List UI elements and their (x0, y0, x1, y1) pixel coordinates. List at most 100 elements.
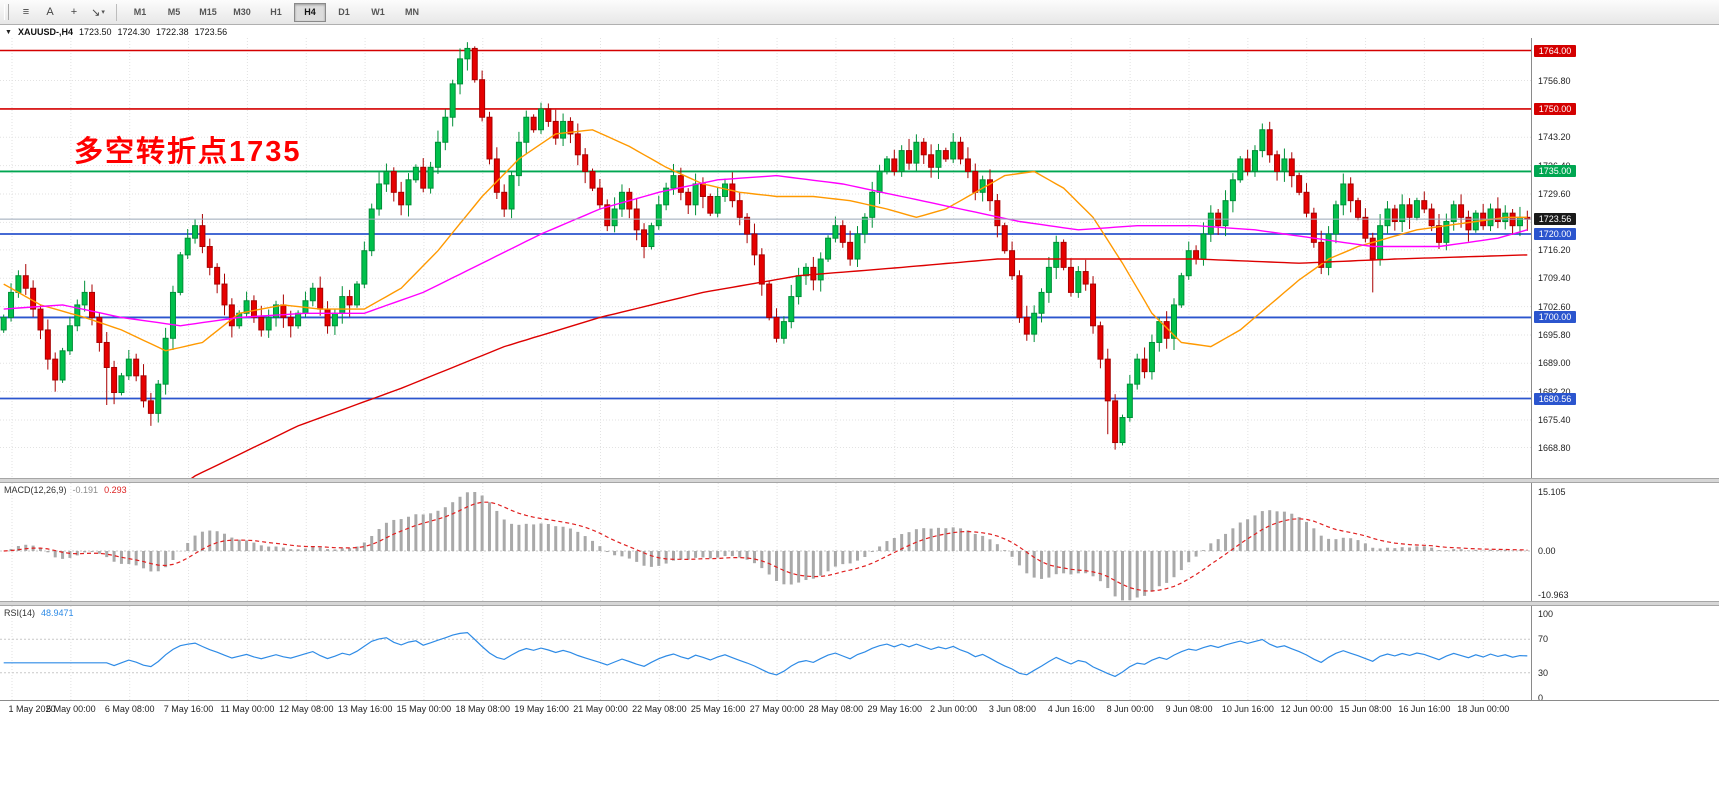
time-axis-label: 6 May 08:00 (104, 704, 155, 714)
time-axis-label: 9 Jun 08:00 (1165, 704, 1213, 714)
time-axis-label: 16 Jun 16:00 (1398, 704, 1451, 714)
ma-mid-magenta (3, 174, 1528, 327)
macd-scale-max: 15.105 (1538, 487, 1566, 497)
rsi-scale-0: 0 (1538, 693, 1544, 703)
time-axis-label: 15 Jun 08:00 (1339, 704, 1392, 714)
rsi-scale-100: 100 (1538, 609, 1554, 619)
timeframe-d1-button[interactable]: D1 (338, 7, 350, 17)
text-tool-icon[interactable]: A (38, 2, 62, 23)
macd-signal-value: 0.293 (104, 485, 127, 495)
horizontal-levels-layer (0, 49, 1531, 400)
macd-scale-min: -10.963 (1538, 590, 1569, 600)
time-axis-label: 25 May 16:00 (690, 704, 746, 714)
timeframe-w1-button[interactable]: W1 (371, 7, 385, 17)
time-axis-label: 12 Jun 00:00 (1280, 704, 1333, 714)
crosshair-icon-glyph: + (70, 6, 78, 18)
timeframe-m15-button[interactable]: M15 (199, 7, 217, 17)
toolbar-grip[interactable] (4, 4, 9, 20)
text-tool-icon-glyph: A (46, 6, 54, 18)
panel-divider-rsi[interactable] (0, 601, 1719, 606)
macd-label: MACD(12,26,9) (4, 485, 67, 495)
macd-histogram (9, 492, 1529, 601)
time-axis[interactable]: 1 May 2020 5 May 00:00 6 May 08:00 7 May 16… (0, 700, 1719, 719)
ohlc-low: 1722.38 (156, 27, 189, 37)
bars-icon-glyph: ≡ (22, 6, 30, 18)
price-level-badge: 1700.00 (1534, 311, 1576, 324)
time-axis-label: 18 May 08:00 (455, 704, 511, 714)
macd-signal-line (3, 501, 1528, 592)
price-tick-label: 1689.00 (1538, 358, 1571, 369)
candles-layer (0, 42, 1531, 450)
timeframe-h4-button[interactable]: H4 (294, 2, 326, 22)
time-axis-label: 15 May 00:00 (396, 704, 452, 714)
price-level-badge: 1750.00 (1534, 102, 1576, 115)
toolbar-separator (116, 3, 117, 21)
price-scale[interactable]: 1756.801743.201736.401729.601722.801716.… (1531, 26, 1719, 718)
price-level-badge: 1720.00 (1534, 228, 1576, 241)
rsi-label: RSI(14) (4, 608, 36, 618)
time-axis-label: 10 Jun 16:00 (1221, 704, 1274, 714)
time-axis-label: 28 May 08:00 (808, 704, 864, 714)
timeframe-m30-button[interactable]: M30 (233, 7, 251, 17)
time-axis-label: 22 May 08:00 (632, 704, 687, 714)
panel-divider-macd[interactable] (0, 478, 1719, 483)
toolbar: ≡ A + ↘ ▾ M1 M5 M15 M30 H1 H4 D1 W1 MN (0, 0, 1719, 25)
chart-annotation-text[interactable]: 多空转折点1735 (74, 136, 302, 168)
time-axis-label: 18 Jun 00:00 (1457, 704, 1510, 714)
chevron-down-icon: ▾ (101, 9, 105, 16)
chart-title-bar: ▼ XAUUSD-,H4 1723.50 1724.30 1722.38 172… (0, 26, 1536, 38)
price-tick-label: 1716.20 (1538, 244, 1571, 255)
bid-price-badge: 1723.56 (1534, 213, 1576, 226)
time-axis-label: 29 May 16:00 (867, 704, 923, 714)
macd-header: MACD(12,26,9) -0.191 0.293 (4, 485, 127, 495)
line-studies-icon[interactable]: ↘ ▾ (86, 2, 110, 23)
time-axis-label: 13 May 16:00 (337, 704, 393, 714)
bars-icon[interactable]: ≡ (14, 2, 38, 23)
price-level-badge: 1764.00 (1534, 44, 1576, 57)
rsi-header: RSI(14) 48.9471 (4, 608, 74, 618)
ma-slow-red (190, 254, 1528, 478)
timeframe-m5-button[interactable]: M5 (167, 7, 181, 17)
line-studies-icon-glyph: ↘ (91, 6, 101, 19)
price-tick-label: 1729.60 (1538, 188, 1571, 199)
crosshair-icon[interactable]: + (62, 2, 86, 23)
price-tick-label: 1675.40 (1538, 415, 1571, 426)
timeframe-mn-button[interactable]: MN (405, 7, 419, 17)
rsi-scale-30: 30 (1538, 667, 1549, 678)
time-axis-label: 8 Jun 00:00 (1106, 704, 1154, 714)
ma-fast-orange (3, 129, 1528, 352)
price-tick-label: 1702.60 (1538, 301, 1571, 312)
ohlc-high: 1724.30 (117, 27, 151, 37)
time-axis-label: 11 May 00:00 (220, 704, 275, 714)
rsi-scale-70: 70 (1538, 634, 1549, 645)
rsi-line (3, 631, 1528, 678)
price-tick-label: 1743.20 (1538, 132, 1571, 143)
price-tick-label: 1695.80 (1538, 329, 1571, 340)
ohlc-open: 1723.50 (78, 27, 112, 37)
price-tick-label: 1709.40 (1538, 273, 1571, 284)
price-tick-label: 1668.80 (1538, 442, 1571, 453)
time-axis-label: 19 May 16:00 (514, 704, 569, 714)
time-axis-label: 27 May 00:00 (749, 704, 805, 714)
chart-collapse-icon[interactable]: ▼ (5, 28, 12, 36)
ohlc-close: 1723.56 (194, 27, 228, 37)
price-level-badge: 1735.00 (1534, 165, 1576, 178)
time-axis-label: 21 May 00:00 (573, 704, 628, 714)
price-level-badge: 1680.56 (1534, 392, 1576, 405)
timeframe-h1-button[interactable]: H1 (270, 7, 282, 17)
rsi-value: 48.9471 (41, 608, 74, 618)
symbol-title: XAUUSD-,H4 (17, 27, 73, 37)
time-axis-label: 3 Jun 08:00 (988, 704, 1036, 714)
time-axis-label: 4 Jun 16:00 (1047, 704, 1095, 714)
time-axis-label: 12 May 08:00 (278, 704, 334, 714)
time-axis-label: 1 May 2020 (8, 704, 56, 714)
macd-value: -0.191 (72, 485, 99, 495)
time-axis-label: 2 Jun 00:00 (930, 704, 978, 714)
price-tick-label: 1682.20 (1538, 386, 1571, 397)
moving-averages-layer (3, 129, 1528, 478)
macd-scale-zero: 0.00 (1538, 546, 1556, 556)
timeframe-m1-button[interactable]: M1 (133, 7, 147, 17)
time-axis-label: 5 May 00:00 (46, 704, 96, 714)
